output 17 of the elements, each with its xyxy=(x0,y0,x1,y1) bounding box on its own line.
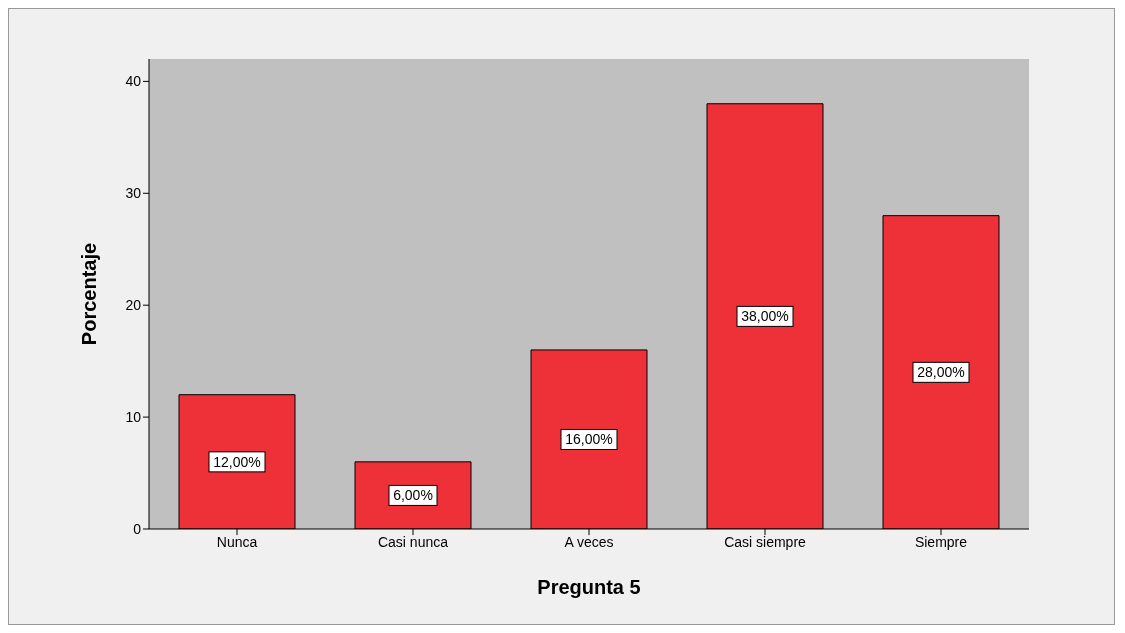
data-label: 38,00% xyxy=(741,308,789,325)
x-axis-title: Pregunta 5 xyxy=(537,576,641,598)
x-tick-label: Nunca xyxy=(216,533,258,550)
data-label: 6,00% xyxy=(393,487,433,504)
x-tick-label: A veces xyxy=(564,533,614,550)
y-tick-label: 40 xyxy=(125,73,142,90)
y-tick-label: 20 xyxy=(125,297,142,314)
data-label: 28,00% xyxy=(917,364,965,381)
x-tick-label: Casi siempre xyxy=(724,533,807,550)
data-label: 16,00% xyxy=(565,431,613,448)
data-label: 12,00% xyxy=(213,453,261,470)
y-axis-title: Porcentaje xyxy=(78,242,101,346)
y-tick-label: 0 xyxy=(133,520,142,537)
x-tick-label: Siempre xyxy=(914,533,968,550)
x-tick-label: Casi nunca xyxy=(377,533,449,550)
y-tick-label: 10 xyxy=(125,409,142,426)
y-tick-label: 30 xyxy=(125,185,142,202)
